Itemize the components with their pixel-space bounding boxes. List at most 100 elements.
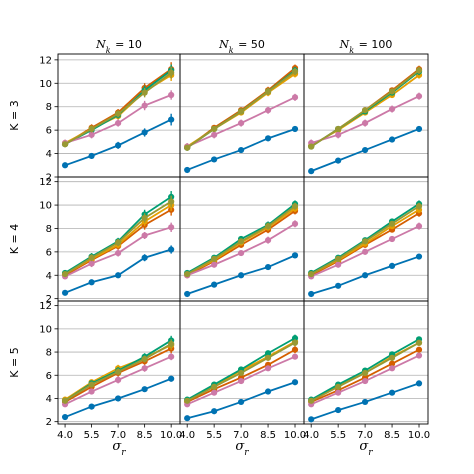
data-point bbox=[141, 386, 148, 393]
data-point bbox=[388, 220, 396, 227]
data-point bbox=[238, 146, 245, 154]
data-point bbox=[264, 223, 272, 230]
y-tick-label: 4 bbox=[46, 394, 52, 405]
data-point bbox=[362, 146, 369, 154]
series-6 bbox=[308, 202, 423, 278]
y-tick-label: 4 bbox=[46, 271, 52, 282]
data-point bbox=[415, 93, 423, 100]
panel-r1-c1: 2 4 6 8 10 12 bbox=[39, 53, 181, 184]
data-point bbox=[388, 354, 396, 361]
data-point bbox=[88, 254, 95, 261]
data-point bbox=[291, 252, 299, 259]
y-tick-label: 8 bbox=[46, 348, 52, 359]
data-point bbox=[141, 102, 148, 109]
data-point bbox=[264, 237, 272, 244]
y-tick-label: 8 bbox=[46, 102, 52, 113]
data-point bbox=[184, 397, 191, 404]
series-6 bbox=[61, 339, 175, 404]
x-axis-label: σr bbox=[359, 439, 373, 458]
data-point bbox=[291, 379, 299, 386]
data-point bbox=[211, 255, 218, 262]
y-tick-label: 2 bbox=[46, 173, 52, 184]
data-point bbox=[335, 389, 342, 396]
data-point bbox=[141, 365, 148, 372]
data-point bbox=[308, 270, 315, 278]
data-point bbox=[291, 339, 299, 346]
data-point bbox=[415, 223, 423, 230]
data-point bbox=[115, 368, 122, 375]
data-point bbox=[238, 120, 245, 127]
data-point bbox=[184, 270, 191, 278]
data-point bbox=[415, 380, 423, 387]
y-tick-label: 10 bbox=[39, 79, 52, 90]
data-point bbox=[115, 272, 122, 279]
column-title: Nk = 100 bbox=[339, 38, 393, 55]
series-5 bbox=[308, 92, 423, 147]
data-point bbox=[264, 350, 272, 357]
data-point bbox=[238, 369, 245, 377]
data-point bbox=[168, 246, 175, 253]
data-point bbox=[88, 403, 95, 410]
y-tick-label: 12 bbox=[39, 301, 52, 312]
column-title: Nk = 10 bbox=[95, 38, 142, 55]
data-point bbox=[388, 389, 396, 396]
data-point bbox=[335, 261, 342, 268]
x-tick-label: 4.0 bbox=[303, 430, 319, 441]
x-axis-label: σr bbox=[112, 439, 126, 458]
x-tick-label: 7.0 bbox=[110, 430, 126, 441]
data-point bbox=[264, 365, 272, 372]
data-point bbox=[168, 69, 175, 76]
data-point bbox=[61, 141, 69, 148]
data-point bbox=[184, 144, 191, 151]
data-point bbox=[115, 110, 122, 117]
data-point bbox=[184, 290, 191, 298]
series-1 bbox=[61, 375, 175, 421]
data-point bbox=[291, 68, 299, 75]
series-1 bbox=[61, 113, 175, 169]
series-1 bbox=[184, 252, 299, 298]
data-point bbox=[388, 360, 396, 367]
data-point bbox=[362, 248, 369, 255]
row-label: K = 4 bbox=[8, 224, 21, 254]
data-point bbox=[61, 397, 69, 404]
series-1 bbox=[308, 380, 423, 423]
data-point bbox=[362, 377, 369, 385]
data-point bbox=[291, 94, 299, 101]
panel-r2-c2 bbox=[179, 176, 305, 302]
series-5 bbox=[61, 222, 175, 280]
data-point bbox=[115, 376, 122, 384]
data-point bbox=[238, 249, 245, 257]
data-point bbox=[88, 388, 95, 395]
y-tick-label: 4 bbox=[46, 149, 52, 160]
series-1 bbox=[184, 125, 299, 174]
row-label: K = 3 bbox=[8, 100, 21, 130]
data-point bbox=[211, 125, 218, 133]
x-tick-label: 8.5 bbox=[384, 430, 400, 441]
series-1 bbox=[61, 245, 175, 296]
data-point bbox=[388, 88, 396, 95]
data-point bbox=[415, 125, 423, 133]
panel-r1-c3 bbox=[303, 53, 429, 178]
data-point bbox=[264, 135, 272, 142]
data-point bbox=[388, 235, 396, 243]
x-tick-label: 10.0 bbox=[160, 430, 182, 441]
panel-r3-c3: 4.0 5.5 7.0 8.5 10.0 bbox=[303, 300, 430, 441]
data-point bbox=[115, 239, 122, 246]
series-6 bbox=[308, 339, 423, 404]
data-point bbox=[141, 232, 148, 239]
data-point bbox=[141, 89, 148, 96]
data-point bbox=[168, 375, 175, 382]
series-6 bbox=[61, 195, 175, 278]
data-point bbox=[291, 125, 299, 133]
y-tick-label: 10 bbox=[39, 201, 52, 212]
data-point bbox=[335, 157, 342, 164]
panel-frame bbox=[303, 300, 429, 425]
data-point bbox=[335, 282, 342, 289]
series-5 bbox=[61, 90, 175, 147]
data-point bbox=[168, 340, 175, 348]
y-tick-label: 10 bbox=[39, 324, 52, 335]
data-point bbox=[141, 129, 148, 136]
data-point bbox=[238, 108, 245, 115]
x-tick-label: 5.5 bbox=[206, 430, 222, 441]
